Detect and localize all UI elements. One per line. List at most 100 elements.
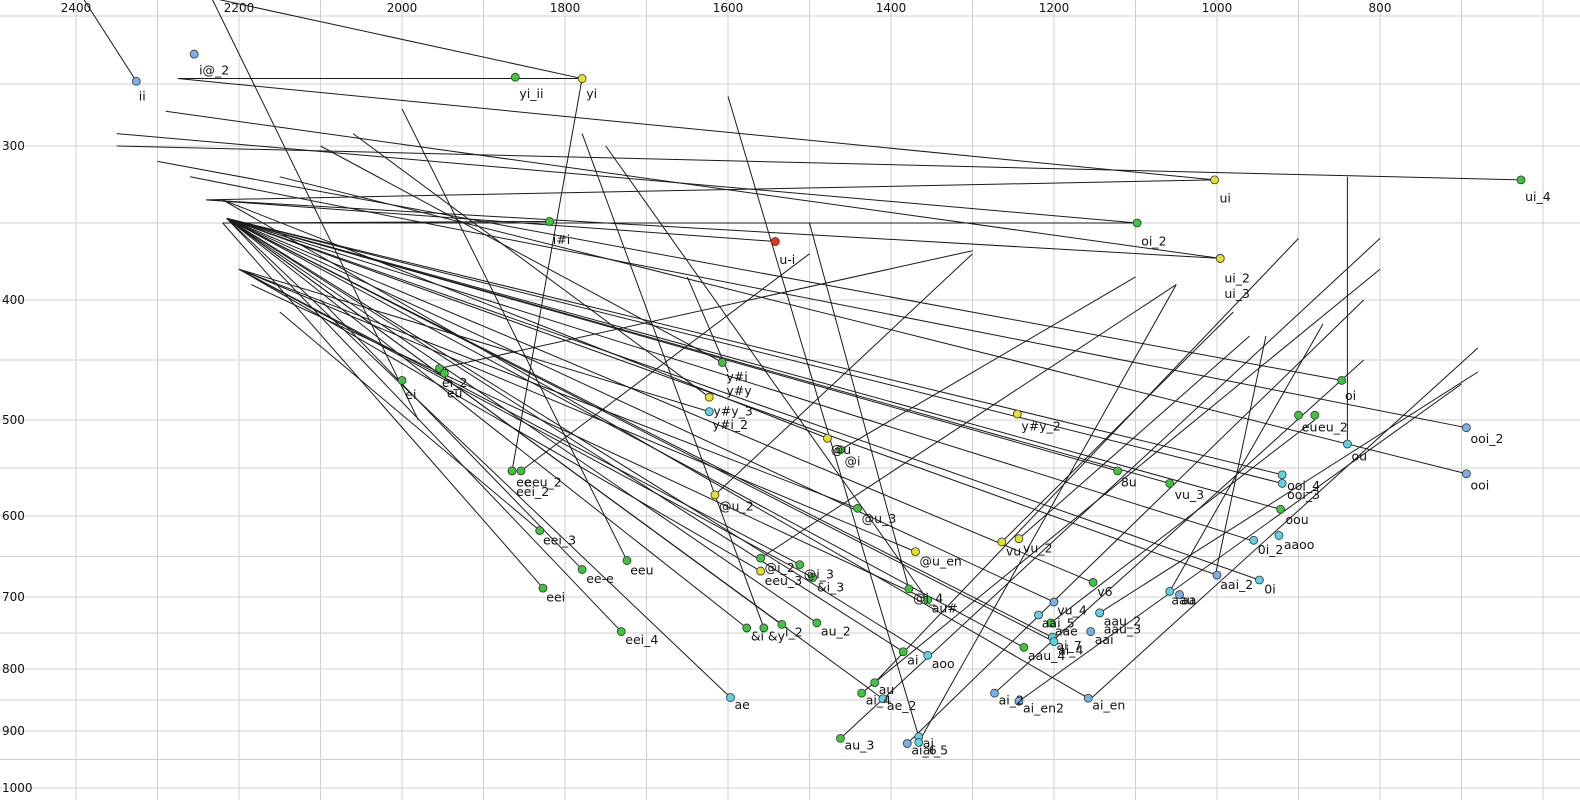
point-label: eu_2 xyxy=(1318,420,1348,435)
trajectory-line xyxy=(238,268,916,553)
point-label: &y xyxy=(768,629,786,644)
point-label: vu_2 xyxy=(1023,540,1053,555)
data-point xyxy=(1049,597,1059,607)
data-point xyxy=(710,490,720,500)
data-point xyxy=(1083,693,1093,703)
data-point xyxy=(1086,627,1096,636)
y-tick-label: 400 xyxy=(2,293,25,307)
x-tick-label: 1600 xyxy=(713,1,744,15)
point-label: u-i xyxy=(779,252,795,267)
data-point xyxy=(545,217,554,226)
point-label: @i_3 xyxy=(804,566,834,581)
point-label: ai_4 xyxy=(1058,642,1083,657)
point-labels: ii i@_2 yi_ii yi ui ui_4 oi_2 i#i u-i ui_2ui_3 y#i… xyxy=(139,62,1551,757)
x-tick-label: 2400 xyxy=(61,1,92,15)
point-label: ai_6 xyxy=(911,742,936,757)
trajectory-line xyxy=(520,253,810,472)
data-point xyxy=(1132,218,1142,228)
data-point xyxy=(857,688,867,698)
trajectory-line xyxy=(222,199,828,439)
data-point xyxy=(808,573,818,582)
data-point xyxy=(923,595,933,605)
point-label: ooi_2 xyxy=(1470,431,1503,446)
point-label: aoo xyxy=(932,656,955,671)
trajectory-line xyxy=(840,276,1136,451)
point-label: @i xyxy=(845,453,861,468)
point-label: eei xyxy=(546,590,565,605)
point-label: vu_4 xyxy=(1057,603,1087,618)
point-label: ou xyxy=(1351,448,1367,463)
trajectory-line xyxy=(1099,371,1479,614)
point-label: aaoo xyxy=(1284,537,1315,552)
data-point xyxy=(914,738,924,747)
data-point xyxy=(823,433,832,443)
trajectory-line xyxy=(511,78,583,471)
point-label: aai xyxy=(1095,632,1114,647)
trajectory-line xyxy=(226,217,1260,581)
data-point xyxy=(777,619,787,629)
data-point xyxy=(812,618,822,628)
data-point xyxy=(853,503,862,513)
trajectory-line xyxy=(439,250,973,369)
point-label: @u_en xyxy=(920,553,962,568)
point-label: ai_en2 xyxy=(1023,701,1064,716)
trajectory-line xyxy=(206,179,1215,201)
data-point xyxy=(1461,423,1471,433)
data-point xyxy=(742,623,752,633)
point-label: ae_2 xyxy=(887,698,917,713)
y-tick-label: 700 xyxy=(2,590,25,604)
trajectory-line xyxy=(874,238,1299,683)
data-point xyxy=(1088,578,1098,587)
trajectory-line xyxy=(177,78,1215,181)
point-label: @i_4 xyxy=(913,590,943,605)
x-tick-label: 1800 xyxy=(550,1,581,15)
point-label: oi xyxy=(1345,388,1356,403)
data-point xyxy=(704,392,714,402)
point-label: @i_2 xyxy=(765,560,795,575)
point-label: yi_ii xyxy=(519,86,543,101)
trajectory-line xyxy=(1018,335,1250,540)
data-point xyxy=(997,537,1007,547)
data-point xyxy=(1046,618,1056,628)
point-label: ai xyxy=(907,652,918,667)
point-label: vu xyxy=(1006,544,1021,559)
trajectory-line xyxy=(226,217,1283,476)
data-point xyxy=(1274,531,1284,540)
data-point xyxy=(1294,410,1303,420)
trajectory-line xyxy=(1050,419,1316,624)
point-label: au_2 xyxy=(821,624,851,639)
data-point xyxy=(717,357,727,367)
trajectory-line xyxy=(165,110,1221,259)
data-point xyxy=(911,547,920,557)
trajectory-line xyxy=(238,268,800,566)
data-point xyxy=(836,734,845,743)
trajectory-line xyxy=(861,268,1381,694)
data-point xyxy=(439,368,449,378)
data-point xyxy=(795,560,805,569)
data-point xyxy=(622,556,632,565)
point-label: 0i xyxy=(1264,582,1275,597)
trajectory-line xyxy=(226,217,1053,638)
trajectory-line xyxy=(226,217,1283,484)
point-label: vu_3 xyxy=(1175,487,1205,502)
x-tick-label: 1400 xyxy=(876,1,907,15)
data-point xyxy=(1276,504,1285,514)
data-point xyxy=(535,526,545,535)
trajectory-line xyxy=(226,217,1281,510)
point-label: @u_3 xyxy=(862,511,897,526)
data-point xyxy=(131,76,141,86)
trajectory-line xyxy=(686,276,729,373)
trajectory-line xyxy=(190,176,1467,429)
point-label: oou xyxy=(1285,512,1308,527)
point-label: au_3 xyxy=(845,737,875,752)
point-label: au xyxy=(879,682,895,697)
data-point xyxy=(1165,586,1175,596)
trajectory-line xyxy=(206,199,1221,259)
point-label: yi xyxy=(586,86,597,101)
trajectory-line xyxy=(238,268,858,509)
data-point xyxy=(870,678,880,688)
point-label: i@_2 xyxy=(199,62,229,77)
point-label: ee-e xyxy=(586,571,614,586)
point-label: ooi_3 xyxy=(1287,487,1320,502)
